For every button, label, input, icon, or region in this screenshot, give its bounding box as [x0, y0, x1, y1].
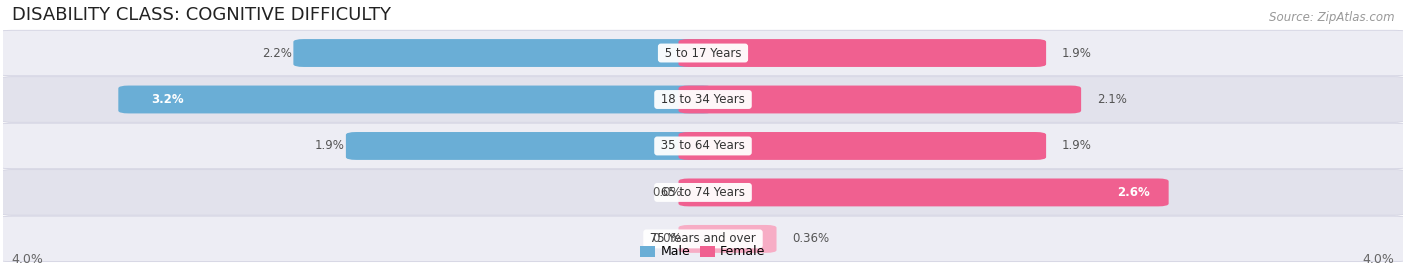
Text: 18 to 34 Years: 18 to 34 Years	[657, 93, 749, 106]
Legend: Male, Female: Male, Female	[636, 240, 770, 263]
Text: 0.0%: 0.0%	[652, 186, 682, 199]
FancyBboxPatch shape	[0, 30, 1406, 76]
Text: 35 to 64 Years: 35 to 64 Years	[657, 140, 749, 153]
Text: 4.0%: 4.0%	[1362, 253, 1395, 266]
Text: 2.1%: 2.1%	[1097, 93, 1126, 106]
FancyBboxPatch shape	[679, 132, 1046, 160]
Text: 2.2%: 2.2%	[262, 46, 291, 59]
Text: 0.0%: 0.0%	[652, 232, 682, 245]
FancyBboxPatch shape	[346, 132, 713, 160]
FancyBboxPatch shape	[0, 170, 1406, 215]
Text: 5 to 17 Years: 5 to 17 Years	[661, 46, 745, 59]
Text: 0.36%: 0.36%	[792, 232, 830, 245]
FancyBboxPatch shape	[679, 178, 1168, 206]
Text: 65 to 74 Years: 65 to 74 Years	[657, 186, 749, 199]
Text: DISABILITY CLASS: COGNITIVE DIFFICULTY: DISABILITY CLASS: COGNITIVE DIFFICULTY	[11, 6, 391, 24]
Text: 75 Years and over: 75 Years and over	[647, 232, 759, 245]
FancyBboxPatch shape	[679, 39, 1046, 67]
Text: 1.9%: 1.9%	[1062, 46, 1091, 59]
Text: 3.2%: 3.2%	[152, 93, 184, 106]
FancyBboxPatch shape	[679, 86, 1081, 113]
FancyBboxPatch shape	[294, 39, 713, 67]
Text: 2.6%: 2.6%	[1116, 186, 1149, 199]
Text: 1.9%: 1.9%	[1062, 140, 1091, 153]
Text: 4.0%: 4.0%	[11, 253, 44, 266]
FancyBboxPatch shape	[0, 77, 1406, 122]
FancyBboxPatch shape	[118, 86, 713, 113]
FancyBboxPatch shape	[0, 123, 1406, 169]
Text: Source: ZipAtlas.com: Source: ZipAtlas.com	[1268, 11, 1395, 24]
FancyBboxPatch shape	[0, 216, 1406, 262]
Text: 1.9%: 1.9%	[315, 140, 344, 153]
FancyBboxPatch shape	[679, 225, 776, 253]
